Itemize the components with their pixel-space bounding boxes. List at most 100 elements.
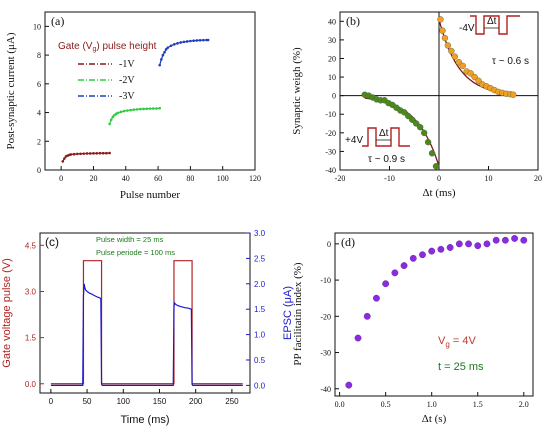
- data-point: [111, 115, 115, 119]
- panel-d-data-marks: [345, 235, 528, 389]
- y-tick-label: 6: [37, 80, 41, 89]
- x-tick-label: 0.0: [335, 400, 345, 409]
- panel-b-annotation-top: τ ~ 0.6 s: [492, 56, 529, 67]
- data-point: [455, 240, 463, 248]
- panel-c-note-2: Pulse periode = 100 ms: [96, 248, 175, 257]
- panel-d-axis-ticks: 0.0 0.5 1.0 1.5 2.0 -40 -30 -20 -10 0: [320, 240, 528, 409]
- x-tick-label: 250: [225, 397, 239, 406]
- data-point: [492, 236, 500, 244]
- panel-c-xlabel: Time (ms): [120, 414, 169, 426]
- data-point: [419, 251, 426, 259]
- panel-a-xlabel: Pulse number: [120, 189, 181, 201]
- panel-b-inset-positive-pulse: +4V Δt: [345, 127, 410, 147]
- y-tick-label: -40: [320, 385, 331, 394]
- data-point: [109, 118, 113, 122]
- panel-d: 0.0 0.5 1.0 1.5 2.0 -40 -30 -20 -10 0 (d) Vg = 4V…: [292, 232, 534, 425]
- data-point: [206, 38, 210, 42]
- data-point: [483, 240, 491, 248]
- y-tick-label: 0: [327, 240, 331, 249]
- panel-a-label: (a): [51, 14, 64, 28]
- panel-a-legend-title: Gate (Vg) pulse height: [58, 41, 157, 53]
- data-point: [455, 58, 462, 66]
- data-point: [129, 108, 132, 112]
- data-point: [119, 110, 123, 114]
- data-point: [474, 242, 482, 250]
- epsc-line: [50, 283, 243, 386]
- data-point: [198, 38, 202, 42]
- data-point: [471, 73, 478, 81]
- data-point: [163, 50, 166, 54]
- data-point: [459, 62, 466, 70]
- data-point: [467, 70, 474, 77]
- data-point: [142, 107, 145, 111]
- data-point: [446, 244, 454, 251]
- panel-b-inset-top-symbol: Δt: [487, 16, 497, 27]
- data-point: [432, 163, 440, 170]
- data-point: [92, 152, 95, 155]
- data-point: [405, 112, 412, 120]
- data-point: [158, 106, 161, 110]
- y-right-tick-label: 2.5: [254, 254, 266, 263]
- data-point: [354, 334, 362, 342]
- y-tick-label: -20: [320, 312, 331, 321]
- panel-a-legend: Gate (Vg) pulse height -1V -2V -3V: [58, 41, 157, 102]
- y-tick-label: 0: [332, 92, 336, 101]
- panel-b-inset-top-label: -4V: [459, 23, 475, 34]
- data-point: [416, 124, 424, 131]
- data-point: [179, 41, 182, 44]
- y-right-tick-label: 3.0: [254, 229, 266, 238]
- panel-c-ylabel-left: Gate voltage pulse (V): [1, 258, 13, 367]
- panel-d-text-line-1: Vg = 4V: [438, 335, 476, 349]
- x-tick-label: 0: [59, 174, 63, 183]
- y-right-tick-label: 1.5: [254, 305, 266, 314]
- y-right-tick-label: 2.0: [254, 280, 266, 289]
- x-tick-label: -10: [384, 174, 395, 183]
- data-point: [126, 109, 129, 112]
- panel-b-inset-top-waveform: [470, 15, 520, 35]
- y-tick-label: -10: [325, 110, 336, 119]
- y-tick-label: 8: [37, 51, 41, 60]
- panel-b-inset-bottom-waveform: [362, 127, 410, 147]
- y-tick-label: 10: [328, 73, 336, 82]
- x-tick-label: 80: [186, 174, 194, 183]
- panel-a-axis-ticks: 0 20 40 60 80 100 120 0 2 4 6 8 10: [33, 22, 261, 183]
- data-point: [164, 48, 168, 51]
- data-point: [132, 108, 136, 111]
- data-point: [76, 152, 79, 156]
- panel-b-xlabel: Δt (ms): [422, 187, 455, 199]
- y-tick-label: -30: [325, 147, 336, 156]
- data-point: [363, 312, 371, 320]
- data-point: [161, 53, 165, 57]
- data-point: [122, 109, 126, 113]
- data-point: [108, 122, 111, 126]
- data-point: [373, 294, 380, 302]
- panel-b-inset-negative-pulse: -4V Δt: [459, 15, 520, 35]
- x-tick-label: 0.5: [381, 400, 391, 409]
- data-point: [475, 77, 482, 84]
- data-point: [172, 43, 176, 46]
- panel-c-label: (c): [45, 235, 59, 249]
- data-point: [158, 63, 161, 67]
- data-point: [145, 107, 149, 111]
- y-tick-label: -10: [320, 276, 331, 285]
- data-point: [400, 262, 408, 269]
- panel-d-text-line-2: t = 25 ms: [438, 361, 484, 373]
- y-tick-label: 10: [33, 22, 41, 31]
- panel-d-ylabel: PP facilitatin index (%): [292, 262, 304, 365]
- data-point: [189, 39, 192, 43]
- data-point: [169, 44, 173, 48]
- legend-label-series-1: -1V: [119, 59, 135, 70]
- y-tick-label: 2: [37, 137, 41, 146]
- y-right-tick-label: 0.5: [254, 356, 266, 365]
- x-tick-label: 200: [189, 397, 203, 406]
- panel-c-axis-ticks: 0 50 100 150 200 250 0.0 1.5 3.0 4.5 0.0 0.5 1.0 1.5 2…: [25, 229, 266, 406]
- y-right-tick-label: 1.0: [254, 331, 266, 340]
- panel-c-data-marks: [50, 260, 243, 386]
- data-point: [155, 107, 158, 110]
- data-point: [195, 39, 199, 42]
- panel-b-inset-bottom-symbol: Δt: [379, 128, 389, 139]
- data-point: [391, 269, 399, 277]
